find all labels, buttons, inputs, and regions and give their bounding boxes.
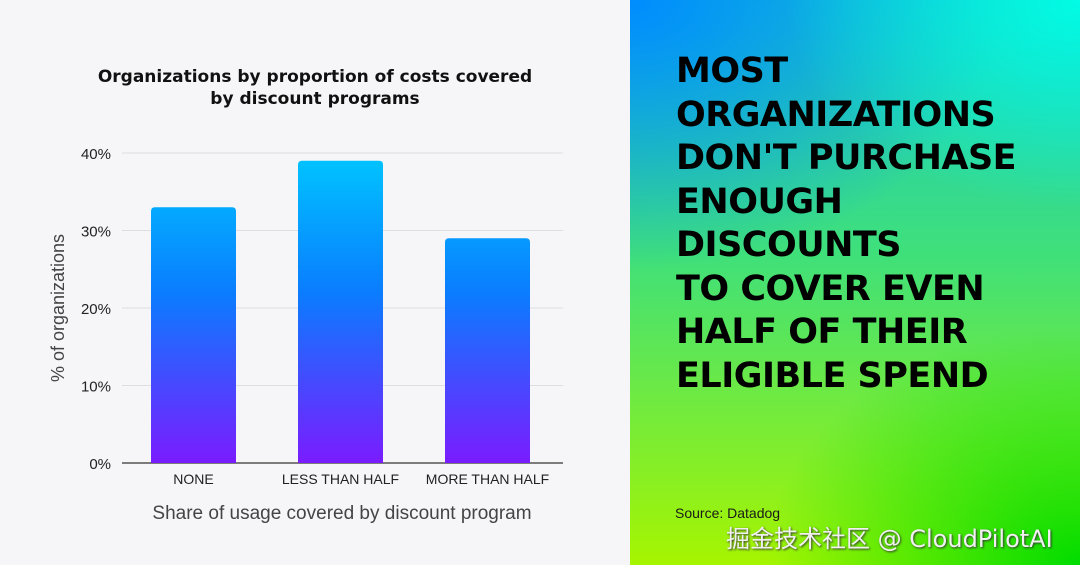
y-axis-label: % of organizations — [48, 234, 68, 382]
bar-chart: Organizations by proportion of costs cov… — [48, 67, 563, 524]
x-tick-label: MORE THAN HALF — [426, 471, 549, 487]
chart-title-line-2: by discount programs — [210, 89, 419, 109]
y-tick-label: 30% — [81, 224, 111, 241]
headline-panel: MOST ORGANIZATIONS DON'T PURCHASE ENOUGH… — [630, 0, 1080, 565]
x-tick-label: LESS THAN HALF — [282, 471, 399, 487]
headline-line: DISCOUNTS — [676, 225, 902, 265]
headline-line: ORGANIZATIONS — [676, 94, 996, 135]
headline-line: DON'T PURCHASE — [676, 138, 1017, 178]
x-axis-label: Share of usage covered by discount progr… — [152, 503, 531, 524]
y-tick-label: 40% — [81, 146, 111, 163]
x-tick-label: NONE — [173, 471, 213, 487]
bar-less-than-half — [298, 160, 383, 463]
headline-line: MOST — [676, 51, 788, 91]
headline: MOST ORGANIZATIONS DON'T PURCHASE ENOUGH… — [676, 50, 1017, 398]
y-tick-label: 20% — [81, 301, 111, 318]
headline-line: HALF OF THEIR — [676, 312, 968, 352]
headline-line: ELIGIBLE SPEND — [676, 355, 989, 396]
headline-line: TO COVER EVEN — [676, 268, 985, 309]
watermark: 掘金技术社区 @ CloudPilotAI — [726, 525, 1053, 553]
bar-more-than-half — [445, 238, 530, 463]
headline-line: ENOUGH — [676, 181, 843, 222]
y-tick-label: 0% — [89, 456, 111, 473]
y-tick-label: 10% — [81, 379, 111, 396]
chart-title-line-1: Organizations by proportion of costs cov… — [98, 67, 532, 87]
bar-none — [151, 207, 236, 463]
chart-panel: Organizations by proportion of costs cov… — [48, 67, 563, 524]
source-note: Source: Datadog — [675, 505, 781, 521]
